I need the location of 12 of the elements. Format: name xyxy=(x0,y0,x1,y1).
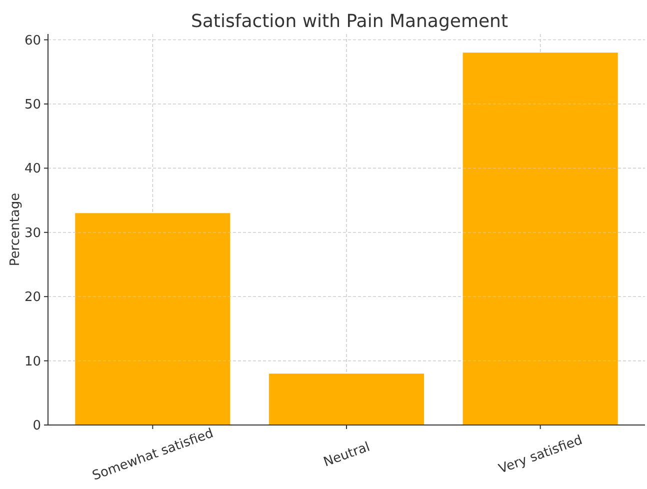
y-tick-label: 20 xyxy=(24,290,41,306)
bar xyxy=(462,52,618,425)
bar xyxy=(75,213,230,425)
chart-title: Satisfaction with Pain Management xyxy=(190,11,508,32)
y-tick-label: 60 xyxy=(24,33,41,48)
y-axis-title: Percentage xyxy=(8,192,23,266)
y-tick-label: 30 xyxy=(24,226,41,241)
bar xyxy=(268,374,424,425)
y-tick-label: 10 xyxy=(24,354,41,370)
y-tick-label: 50 xyxy=(24,98,41,113)
y-tick-label: 0 xyxy=(32,418,41,434)
y-tick-label: 40 xyxy=(24,162,41,177)
